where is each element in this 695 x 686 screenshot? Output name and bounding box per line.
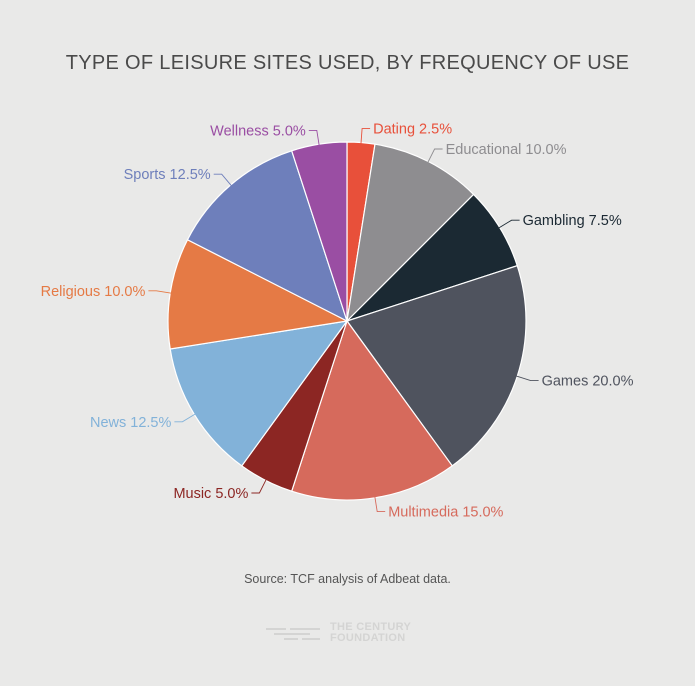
slice-label-educational: Educational 10.0% — [446, 142, 567, 158]
slice-label-wellness: Wellness 5.0% — [210, 123, 306, 139]
leader-line-wellness — [308, 129, 320, 147]
leader-line-educational — [426, 148, 443, 164]
pie-slices — [167, 141, 527, 501]
leader-line-dating — [360, 128, 371, 145]
pie-labels: Dating 2.5% Educational 10.0% Gambling 7.5… — [41, 122, 634, 521]
brand-mark-icon — [266, 626, 322, 640]
leader-line-religious — [148, 290, 173, 294]
slice-label-gambling: Gambling 7.5% — [523, 213, 622, 229]
slice-label-sports: Sports 12.5% — [124, 167, 211, 183]
slice-label-games: Games 20.0% — [542, 374, 634, 390]
slice-label-music: Music 5.0% — [173, 486, 248, 502]
leader-line-sports — [213, 173, 233, 187]
chart-title: TYPE OF LEISURE SITES USED, BY FREQUENCY… — [65, 52, 630, 74]
chart-source: Source: TCF analysis of Adbeat data. — [244, 572, 451, 586]
brand-logo: THE CENTURY FOUNDATION — [266, 622, 436, 648]
leader-line-games — [515, 375, 539, 382]
leader-line-news — [174, 413, 197, 423]
leader-line-multimedia — [374, 495, 386, 513]
slice-label-dating: Dating 2.5% — [373, 122, 452, 138]
slice-label-multimedia: Multimedia 15.0% — [388, 505, 503, 521]
slice-label-news: News 12.5% — [90, 415, 172, 431]
slice-label-religious: Religious 10.0% — [41, 284, 146, 300]
brand-line-2: FOUNDATION — [330, 632, 406, 644]
leader-line-music — [251, 478, 268, 494]
brand-text: THE CENTURY FOUNDATION — [330, 622, 411, 644]
leader-line-gambling — [497, 219, 520, 229]
brand-line-1: THE CENTURY — [330, 621, 412, 633]
